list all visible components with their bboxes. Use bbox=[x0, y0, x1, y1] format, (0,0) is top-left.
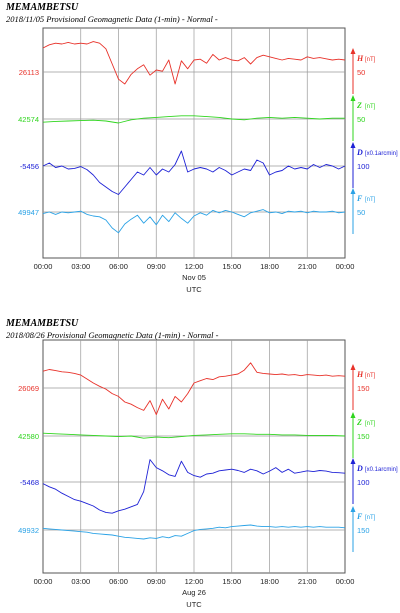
x-tick-label: 15:00 bbox=[222, 262, 241, 271]
scale-arrow-head bbox=[350, 188, 356, 194]
x-axis-label: UTC bbox=[186, 285, 202, 294]
x-tick-label: 12:00 bbox=[185, 262, 204, 271]
component-name: H bbox=[356, 54, 364, 63]
baseline-value-h: 26113 bbox=[19, 68, 39, 77]
scale-arrow-head bbox=[350, 412, 356, 418]
x-tick-label: 00:00 bbox=[34, 262, 53, 271]
component-unit: [x0.1arcmin] bbox=[365, 151, 398, 157]
x-tick-label: 06:00 bbox=[109, 262, 128, 271]
component-name: H bbox=[356, 370, 364, 379]
scale-value: 150 bbox=[357, 526, 370, 535]
x-tick-label: 06:00 bbox=[109, 577, 128, 586]
series-line-f bbox=[42, 524, 346, 540]
scale-arrow-head bbox=[350, 142, 356, 148]
date-label: Nov 05 bbox=[182, 273, 206, 282]
x-tick-label: 00:00 bbox=[34, 577, 53, 586]
x-tick-label: 00:00 bbox=[336, 262, 355, 271]
chart-panel-2: MEMAMBETSU 2018/08/26 Provisional Geomag… bbox=[0, 318, 400, 613]
component-name: Z bbox=[356, 418, 362, 427]
scale-arrow-head bbox=[350, 95, 356, 101]
scale-arrow-head bbox=[350, 458, 356, 464]
series-line-d bbox=[42, 150, 346, 195]
series-line-h bbox=[42, 41, 346, 85]
x-tick-label: 12:00 bbox=[185, 577, 204, 586]
series-line-z bbox=[42, 115, 345, 124]
scale-arrow-head bbox=[350, 364, 356, 370]
scale-value: 100 bbox=[357, 478, 370, 487]
component-unit: [nT] bbox=[365, 197, 376, 203]
x-tick-label: 21:00 bbox=[298, 577, 317, 586]
x-tick-label: 18:00 bbox=[260, 262, 279, 271]
baseline-value-z: 42580 bbox=[18, 432, 39, 441]
scale-arrow-head bbox=[350, 48, 356, 54]
component-name: D bbox=[356, 148, 363, 157]
scale-value: 150 bbox=[357, 432, 370, 441]
baseline-value-z: 42574 bbox=[18, 115, 39, 124]
magnetogram-plot-1: 00:00 03:00 06:00 09:00 12:00 15:00 18:00 21:00… bbox=[18, 27, 398, 294]
station-name: MEMAMBETSU bbox=[6, 318, 79, 329]
scale-value: 50 bbox=[357, 68, 365, 77]
chart-panel-1: MEMAMBETSU 2018/11/05 Provisional Geomag… bbox=[0, 0, 400, 300]
scale-value: 50 bbox=[357, 208, 365, 217]
magnetogram-plot-2: 00:00 03:00 06:00 09:00 12:00 15:00 18:00 21:00… bbox=[18, 339, 398, 609]
baseline-value-f: 49932 bbox=[18, 526, 39, 535]
component-unit: [x0.1arcmin] bbox=[365, 467, 398, 473]
component-unit: [nT] bbox=[365, 57, 376, 63]
x-tick-label: 03:00 bbox=[71, 262, 90, 271]
component-unit: [nT] bbox=[365, 104, 376, 110]
component-name: F bbox=[356, 512, 363, 521]
series-line-f bbox=[42, 209, 346, 234]
baseline-value-f: 49947 bbox=[18, 208, 39, 217]
scale-value: 50 bbox=[357, 115, 365, 124]
component-name: D bbox=[356, 464, 363, 473]
series-line-h bbox=[42, 362, 346, 416]
x-tick-label: 03:00 bbox=[71, 577, 90, 586]
x-axis-label: UTC bbox=[186, 600, 202, 609]
chart-title: 2018/11/05 Provisional Geomagnetic Data … bbox=[6, 14, 218, 24]
x-tick-label: 21:00 bbox=[298, 262, 317, 271]
x-tick-label: 00:00 bbox=[336, 577, 355, 586]
x-tick-label: 18:00 bbox=[260, 577, 279, 586]
station-name: MEMAMBETSU bbox=[6, 2, 79, 13]
component-name: F bbox=[356, 194, 363, 203]
scale-arrow-head bbox=[350, 506, 356, 512]
component-unit: [nT] bbox=[365, 421, 376, 427]
scale-value: 150 bbox=[357, 384, 370, 393]
x-tick-label: 09:00 bbox=[147, 262, 166, 271]
baseline-value-h: 26069 bbox=[18, 384, 39, 393]
chart-title: 2018/08/26 Provisional Geomagnetic Data … bbox=[6, 330, 219, 340]
component-unit: [nT] bbox=[365, 515, 376, 521]
series-line-z bbox=[42, 432, 346, 439]
component-name: Z bbox=[356, 101, 362, 110]
series-line-d bbox=[42, 459, 346, 514]
date-label: Aug 26 bbox=[182, 588, 206, 597]
x-tick-label: 09:00 bbox=[147, 577, 166, 586]
component-unit: [nT] bbox=[365, 373, 376, 379]
x-tick-label: 15:00 bbox=[222, 577, 241, 586]
scale-value: 100 bbox=[357, 162, 370, 171]
baseline-value-d: -5468 bbox=[20, 478, 39, 487]
baseline-value-d: -5456 bbox=[20, 162, 39, 171]
